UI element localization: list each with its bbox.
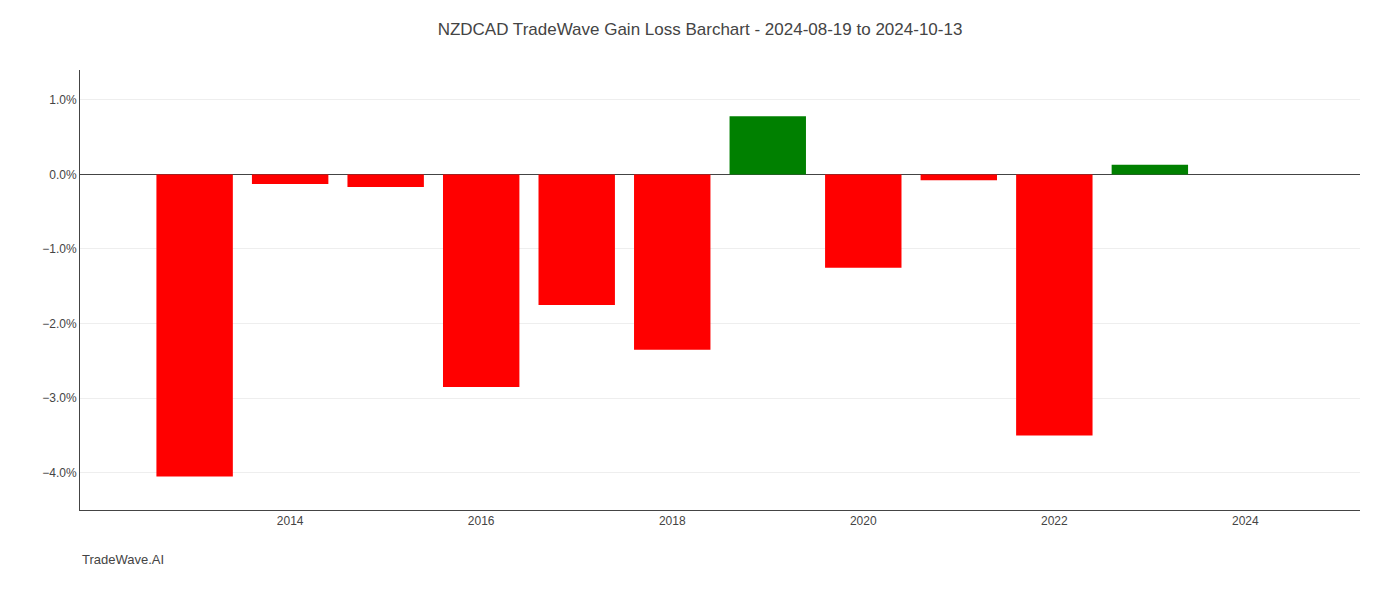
svg-text:NZDCAD TradeWave Gain Loss Bar: NZDCAD TradeWave Gain Loss Barchart - 20… xyxy=(438,20,963,39)
svg-text:2014: 2014 xyxy=(277,514,304,528)
svg-text:−3.0%: −3.0% xyxy=(42,391,77,405)
svg-text:TradeWave.AI: TradeWave.AI xyxy=(82,552,164,567)
svg-text:−4.0%: −4.0% xyxy=(42,466,77,480)
svg-text:2020: 2020 xyxy=(850,514,877,528)
svg-text:−1.0%: −1.0% xyxy=(42,242,77,256)
svg-text:2018: 2018 xyxy=(659,514,686,528)
svg-text:1.0%: 1.0% xyxy=(49,93,77,107)
svg-text:2022: 2022 xyxy=(1041,514,1068,528)
svg-text:2016: 2016 xyxy=(468,514,495,528)
svg-text:2024: 2024 xyxy=(1232,514,1259,528)
svg-text:−2.0%: −2.0% xyxy=(42,317,77,331)
svg-text:0.0%: 0.0% xyxy=(49,168,77,182)
